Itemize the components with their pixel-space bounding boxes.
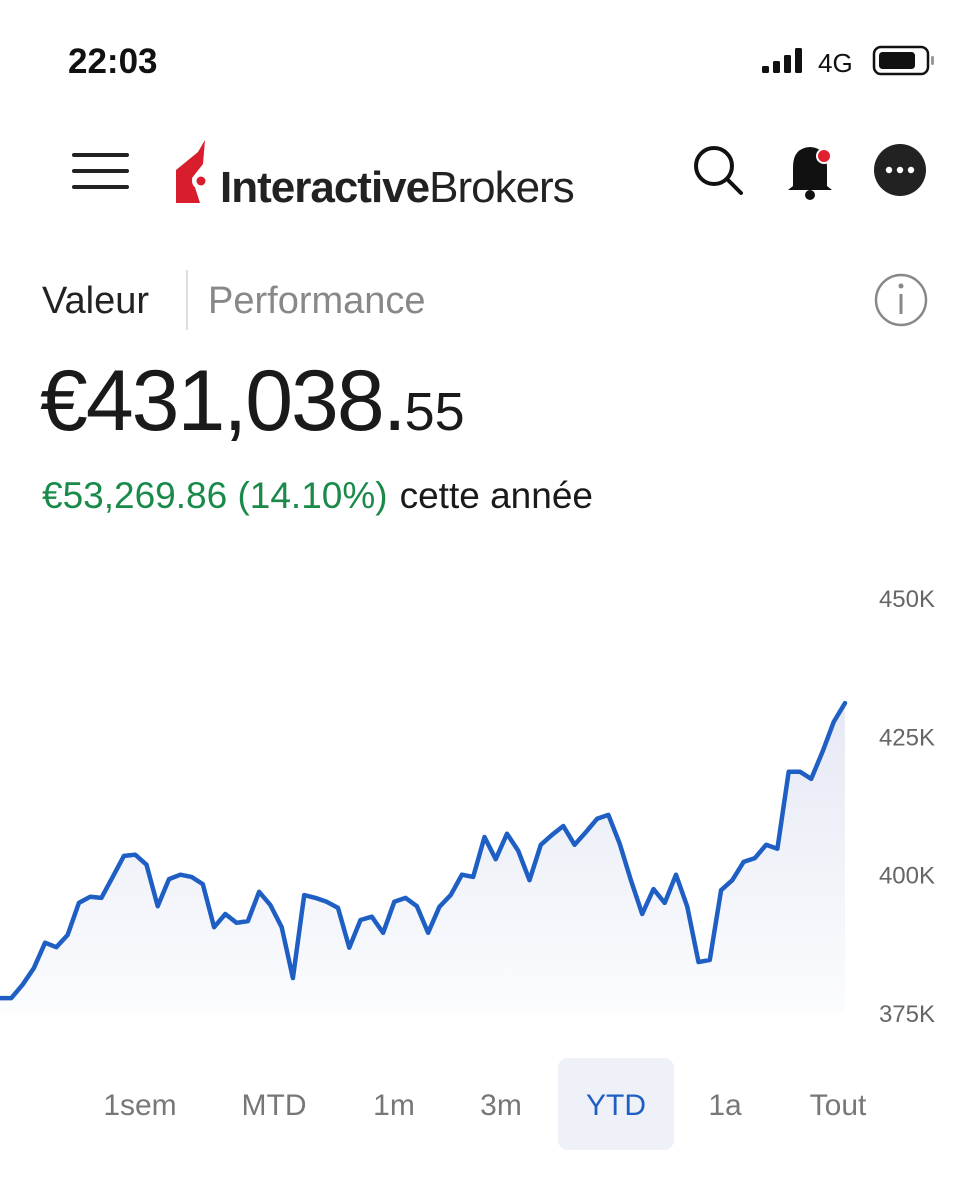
range-option[interactable]: 1sem	[103, 1089, 176, 1122]
status-time: 22:03	[68, 42, 158, 81]
range-selected-bg	[558, 1058, 674, 1150]
change-line: €53,269.86 (14.10%) cette année	[42, 475, 593, 516]
logo-regular: Brokers	[429, 163, 574, 212]
change-period: cette année	[400, 475, 593, 516]
search-button[interactable]	[694, 146, 743, 195]
range-option[interactable]: Tout	[810, 1089, 867, 1122]
battery-icon	[872, 45, 934, 76]
value-cents: 55	[405, 382, 465, 442]
range-option[interactable]: MTD	[242, 1089, 307, 1122]
portfolio-value: €431,038.55	[40, 353, 465, 449]
menu-button[interactable]	[72, 153, 129, 189]
y-tick-label: 400K	[879, 863, 935, 890]
value-main: €431,038.	[40, 353, 405, 449]
info-button[interactable]	[874, 273, 928, 327]
tab-performance[interactable]: Performance	[208, 280, 426, 322]
range-option[interactable]: 1a	[708, 1089, 742, 1122]
logo-bold: Interactive	[220, 163, 429, 212]
range-option[interactable]: 1m	[373, 1089, 415, 1122]
range-option[interactable]: 3m	[480, 1089, 522, 1122]
more-button[interactable]	[874, 144, 926, 196]
notifications-button[interactable]	[788, 147, 832, 200]
y-tick-label: 450K	[879, 586, 935, 613]
status-network: 4G	[818, 48, 853, 78]
y-tick-label: 375K	[879, 1001, 935, 1028]
line-series	[0, 700, 848, 1001]
chart: 375K 400K 425K 450K	[0, 586, 935, 1028]
change-amount: €53,269.86 (14.10%)	[42, 475, 388, 516]
range-option[interactable]: YTD	[586, 1089, 646, 1122]
line-area	[0, 703, 845, 1013]
logo-mark	[176, 140, 208, 203]
y-tick-label: 425K	[879, 724, 935, 751]
tab-value[interactable]: Valeur	[42, 280, 149, 322]
range-selector: 1sem MTD 1m 3m YTD 1a Tout	[103, 1058, 867, 1150]
logo-text: InteractiveBrokers	[220, 163, 574, 212]
signal-icon	[762, 48, 802, 73]
